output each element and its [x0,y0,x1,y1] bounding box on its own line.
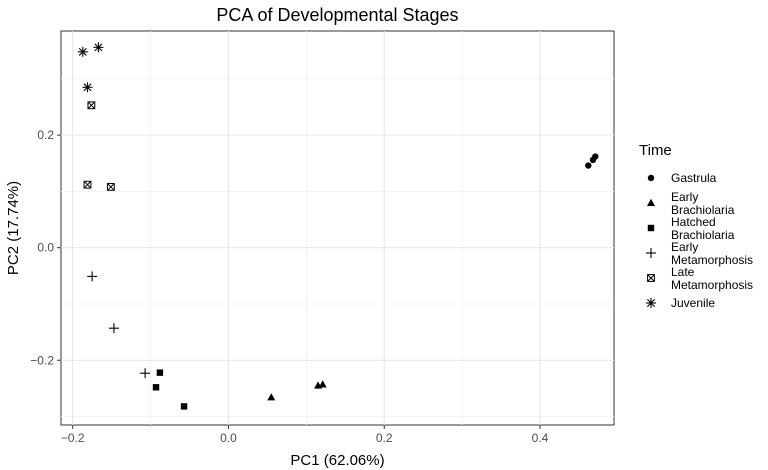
legend-label-line: Juvenile [671,296,715,310]
data-point [140,368,151,379]
legend-item: Late Metamorphosis [647,265,753,292]
legend-key-icon [646,298,656,308]
square-cross-marker-box [83,180,92,189]
square-marker-shape [156,369,164,376]
legend-item: Juvenile [646,296,715,310]
data-point [87,101,96,110]
asterisk-marker-stroke [83,83,92,92]
legend-key-icon [646,248,656,258]
x-tick-label: −0.2 [61,431,85,445]
legend-item: Early Metamorphosis [646,240,753,267]
legend-label-line: Metamorphosis [671,253,753,267]
plot-panel [60,30,615,426]
y-tick-label: 0.2 [37,128,54,142]
legend-label-line: Metamorphosis [671,278,753,292]
triangle-marker-shape [267,393,276,401]
data-point [318,380,327,388]
legend-key-icon [647,274,655,282]
legend-label-line: Brachiolaria [671,203,735,217]
legend-item: Early Brachiolaria [647,190,735,217]
series-group [77,42,104,93]
data-point [592,153,599,160]
data-point [77,46,88,57]
legend-label-line: Hatched [671,215,716,229]
axes-layer: −0.2 0.0 0.2 0.4 −0.2 0.0 0.2 [30,128,548,445]
y-tick-label: 0.0 [37,241,54,255]
data-point [267,393,276,401]
square-cross-marker-stroke [83,180,92,189]
data-point [87,271,98,282]
data-point [180,403,188,410]
y-axis-title: PC2 (17.74%) [5,181,22,275]
legend-key-icon [647,198,655,206]
points-layer [77,42,599,410]
data-point [585,162,592,169]
legend-label: Gastrula [671,171,717,185]
series-group [585,153,599,169]
asterisk-marker-stroke [94,43,103,52]
series-group [83,101,115,191]
data-point [82,82,93,93]
square-cross-marker-stroke [87,101,96,110]
legend-label-line: Late [671,265,695,279]
legend-label-line: Early [671,190,698,204]
legend-label: Late Metamorphosis [671,265,753,292]
series-group [267,380,327,401]
triangle-marker-shape [318,380,327,388]
series-group [87,271,151,379]
triangle-marker-shape [647,198,655,206]
y-tick-label: −0.2 [30,353,54,367]
asterisk-marker-stroke [647,299,655,307]
legend-label-line: Gastrula [671,171,717,185]
asterisk-marker-stroke [78,47,87,56]
square-marker-shape [180,403,188,410]
legend-label: Hatched Brachiolaria [671,215,735,242]
legend-label-line: Early [671,240,698,254]
x-tick-label: 0.0 [220,431,237,445]
legend-key-icon [647,224,655,232]
x-axis-title: PC1 (62.06%) [290,452,384,469]
square-cross-marker-box [106,183,115,191]
data-point [152,384,160,391]
legend-label: Juvenile [671,296,715,310]
square-cross-marker-stroke [107,183,115,191]
x-tick-label: 0.2 [376,431,393,445]
chart-title: PCA of Developmental Stages [216,5,458,25]
circle-marker-shape [592,153,599,160]
data-point [108,323,119,334]
legend-key-icon [647,174,655,182]
legend-item: Hatched Brachiolaria [647,215,735,242]
square-cross-marker-box [647,274,655,282]
legend-label: Early Metamorphosis [671,240,753,267]
square-cross-marker-box [87,101,96,110]
data-point [106,183,115,191]
square-marker-shape [152,384,160,391]
legend-label-line: Brachiolaria [671,228,735,242]
legend-title: Time [639,142,672,159]
data-point [93,42,104,53]
legend-item: Gastrula [647,171,717,185]
legend-label: Early Brachiolaria [671,190,735,217]
circle-marker-shape [585,162,592,169]
x-tick-label: 0.4 [532,431,549,445]
circle-marker-shape [647,174,655,182]
data-point [156,369,164,376]
data-point [83,180,92,189]
square-marker-shape [647,224,655,232]
series-group [152,369,188,410]
square-cross-marker-stroke [647,274,655,282]
grid-layer [61,31,614,425]
